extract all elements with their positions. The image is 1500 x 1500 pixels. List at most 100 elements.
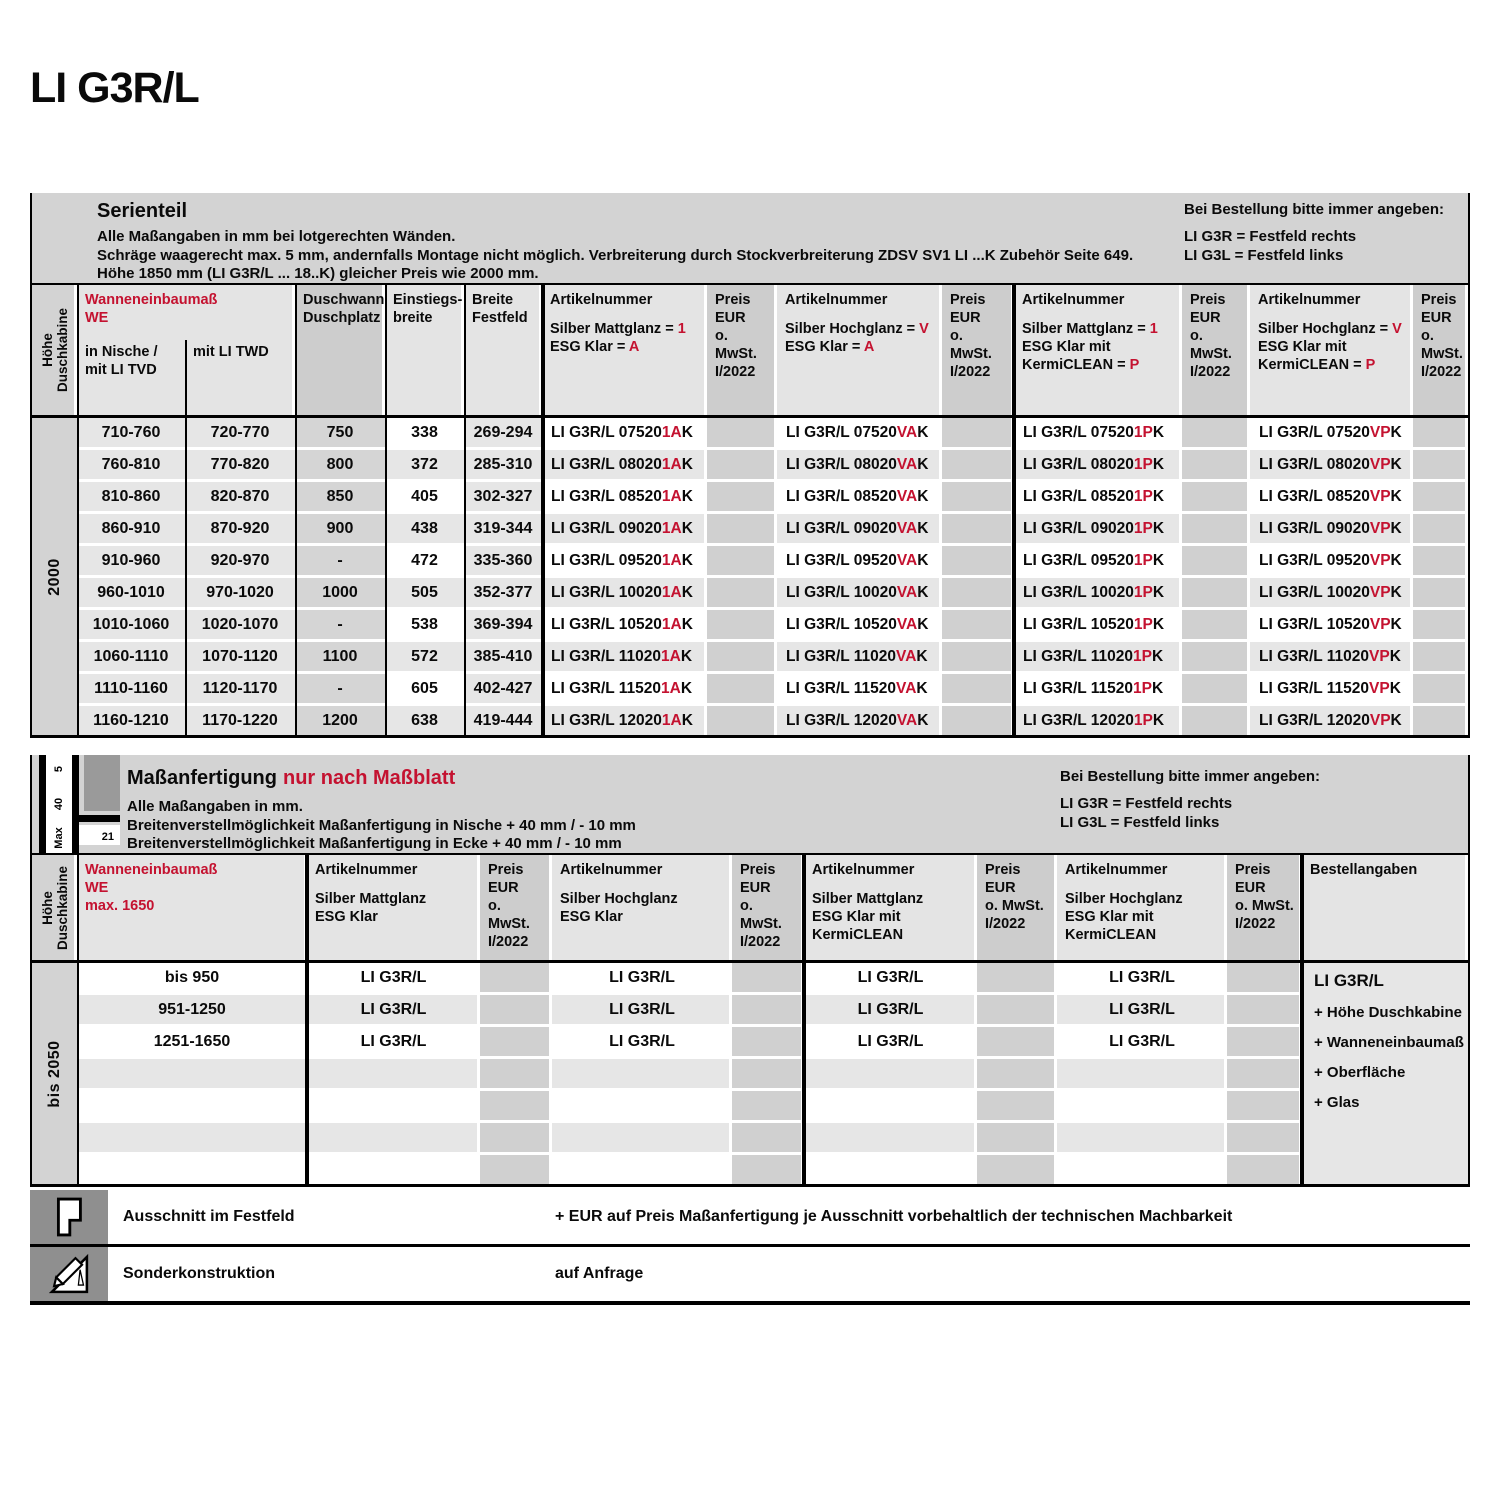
article-cell: LI G3R/L — [804, 1027, 977, 1056]
artikelnummer-header: Artikelnummer Silber Hochglanz = V ESG Kla… — [777, 285, 942, 415]
we-twd-cell: 1120-1170 — [185, 674, 295, 703]
order-note-title: Bei Bestellung bitte immer angeben: — [1060, 768, 1321, 785]
we-twd-cell: 770-820 — [185, 450, 295, 479]
price-cell — [942, 642, 1014, 671]
duschwanne-cell: 900 — [295, 514, 385, 543]
article-cell: LI G3R/L 12020 VP K — [1250, 706, 1413, 735]
price-cell — [1182, 514, 1250, 543]
price-cell — [942, 674, 1014, 703]
article-cell: LI G3R/L 08020 1P K — [1014, 450, 1182, 479]
diagram-dim-label: 40 — [53, 798, 65, 810]
page-title: LI G3R/L — [30, 64, 200, 112]
surface-code: V — [919, 321, 929, 337]
article-code-red: VA — [896, 487, 918, 505]
price-cell — [732, 995, 804, 1024]
einstiegsbreite-cell: 572 — [385, 642, 464, 671]
we-nische-cell: 1060-1110 — [77, 642, 185, 671]
article-cell: LI G3R/L 07520 1A K — [542, 418, 707, 447]
preis-header-line: Preis EUR — [715, 292, 751, 326]
price-cell — [732, 963, 804, 992]
article-code-red: 1P — [1133, 647, 1152, 665]
article-cell: LI G3R/L 11020 VA K — [777, 642, 942, 671]
massanfertigung-table: 21 5 40 Max Maßanfertigung nur nach Maßbl… — [30, 755, 1470, 1187]
price-cell — [1413, 578, 1468, 607]
article-cell: LI G3R/L 10520 1A K — [542, 610, 707, 639]
price-cell — [1182, 450, 1250, 479]
breite-festfeld-cell: 419-444 — [464, 706, 542, 735]
einstiegsbreite-cell: 472 — [385, 546, 464, 575]
preis-header-line: o. MwSt. — [985, 898, 1044, 914]
preis-header-line: I/2022 — [1421, 364, 1462, 380]
preis-header-line: o. MwSt. — [488, 898, 530, 932]
bestellangaben-item: + Glas — [1314, 1094, 1360, 1111]
article-code-red: VP — [1369, 455, 1391, 473]
article-code-red: VP — [1369, 711, 1391, 729]
serienteil-band: Serienteil Alle Maßangaben in mm bei lot… — [32, 193, 1468, 285]
diagram-dim-label: 5 — [53, 766, 65, 772]
artikelnummer-line: ESG Klar = A — [550, 339, 640, 355]
artikelnummer-line: ESG Klar = A — [785, 339, 875, 355]
preis-header-line: Preis EUR — [1421, 292, 1457, 326]
article-code-red: 1A — [661, 519, 682, 537]
we-twd-header: mit LI TWD — [193, 344, 269, 360]
price-cell — [707, 546, 777, 575]
article-cell: LI G3R/L 09020 1A K — [542, 514, 707, 543]
we-cell: 951-1250 — [77, 995, 307, 1024]
hoehe-value: 2000 — [45, 557, 63, 596]
section-title: Serienteil — [97, 200, 188, 222]
article-cell — [307, 1155, 480, 1184]
hoehe-column: bis 2050 — [32, 963, 77, 1184]
we-nische-cell: 1010-1060 — [77, 610, 185, 639]
artikelnummer-line: ESG Klar mit KermiCLEAN — [812, 909, 904, 943]
order-note-line: LI G3R = Festfeld rechts — [1184, 228, 1357, 245]
price-cell — [732, 1091, 804, 1120]
preis-header: Preis EUR o. MwSt. I/2022 — [732, 855, 804, 960]
article-code-red: 1P — [1133, 583, 1153, 601]
article-code-red: 1A — [661, 711, 682, 729]
article-code-red: 1A — [661, 583, 682, 601]
article-cell — [1057, 1155, 1227, 1184]
article-cell: LI G3R/L — [552, 963, 732, 992]
duschwanne-header: Duschwanne Duschplatz — [295, 285, 392, 415]
article-cell: LI G3R/L 11020 VP K — [1250, 642, 1413, 671]
we-twd-cell: 1070-1120 — [185, 642, 295, 671]
table1-header: Höhe Duschkabine Wanneneinbaumaß WE in Nis… — [32, 285, 1468, 418]
artikelnummer-title: Artikelnummer — [812, 862, 915, 878]
article-cell: LI G3R/L — [307, 963, 480, 992]
price-cell — [480, 1091, 552, 1120]
section-title-red: nur nach Maßblatt — [283, 767, 456, 789]
article-cell — [307, 1059, 480, 1088]
order-note-line: LI G3L = Festfeld links — [1060, 814, 1220, 831]
article-cell — [552, 1155, 732, 1184]
cutout-panel-icon — [30, 1190, 108, 1244]
article-code-red: VA — [896, 519, 918, 537]
article-code-red: VA — [896, 455, 918, 473]
article-code-red: 1P — [1133, 487, 1153, 505]
price-cell — [1413, 482, 1468, 511]
artikelnummer-line: KermiCLEAN = P — [1022, 357, 1140, 373]
surface-code: 1 — [1149, 321, 1158, 337]
article-cell: LI G3R/L 08520 1A K — [542, 482, 707, 511]
price-cell — [977, 1155, 1057, 1184]
price-cell — [977, 1123, 1057, 1152]
hoehe-value: bis 2050 — [45, 1039, 63, 1108]
artikelnummer-line: Silber Hochglanz = V — [785, 321, 929, 337]
order-note: Bei Bestellung bitte immer angeben: LI G… — [1060, 767, 1320, 832]
hoehe-duschkabine-header: Höhe Duschkabine — [32, 855, 77, 960]
surface-code: P — [1365, 357, 1376, 373]
article-code-red: VA — [896, 551, 918, 569]
price-cell — [977, 1091, 1057, 1120]
bestellangaben-cell: LI G3R/L + Höhe Duschkabine + Wanneneinbau… — [1302, 963, 1468, 1184]
bestellangaben-item: + Wanneneinbaumaß — [1314, 1034, 1464, 1051]
duschwanne-cell: 1200 — [295, 706, 385, 735]
article-code-red: VP — [1369, 647, 1390, 665]
price-cell — [480, 995, 552, 1024]
note-line: Schräge waagerecht max. 5 mm, andernfall… — [97, 246, 1134, 264]
preis-header-line: Preis EUR — [1190, 292, 1226, 326]
preis-header-line: I/2022 — [950, 364, 991, 380]
price-cell — [942, 450, 1014, 479]
we-twd-cell: 970-1020 — [185, 578, 295, 607]
artikelnummer-header: Artikelnummer Silber Hochglanz ESG Klar mi… — [1057, 855, 1227, 960]
preis-header-line: o. MwSt. — [715, 328, 757, 362]
we-cell — [77, 1155, 307, 1184]
